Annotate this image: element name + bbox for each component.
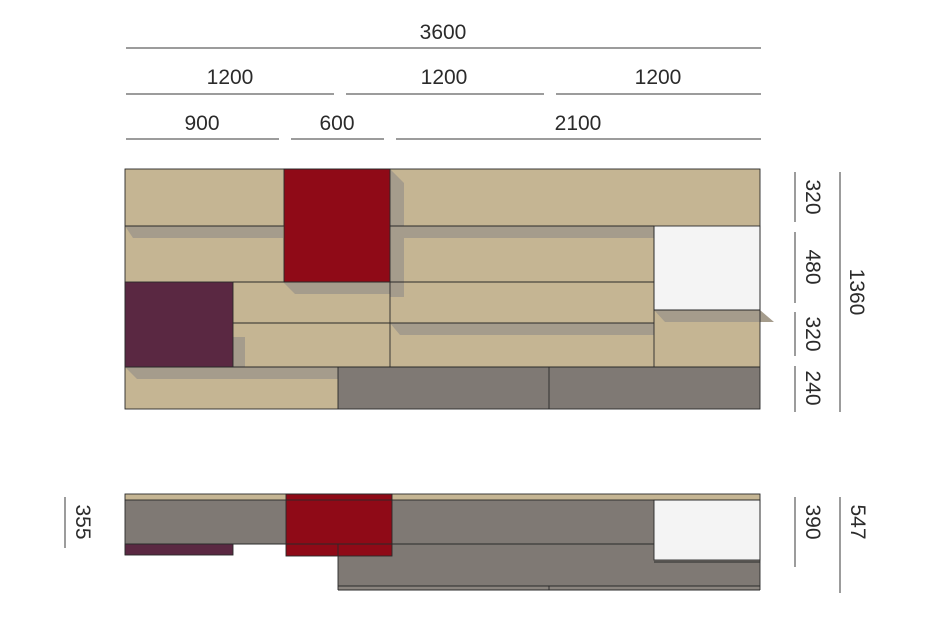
shelf-shadows <box>125 169 774 379</box>
red-box <box>284 169 390 282</box>
plan-dimensions: 355 390 547 <box>64 497 869 593</box>
dim-width-900: 900 <box>184 112 219 135</box>
dim-height-480: 480 <box>801 249 824 284</box>
dim-height-320-a: 320 <box>801 179 824 214</box>
dim-depth-390: 390 <box>801 504 824 539</box>
dim-width-1200-c: 1200 <box>635 66 682 89</box>
dim-width-600: 600 <box>319 112 354 135</box>
top-dimensions: 3600 1200 1200 1200 900 600 2100 <box>126 21 761 140</box>
dim-height-320-b: 320 <box>801 316 824 351</box>
plum-box <box>125 282 233 367</box>
plan-oak-strip <box>125 494 760 500</box>
dim-depth-547: 547 <box>846 504 869 539</box>
dim-total-height: 1360 <box>845 269 868 316</box>
front-outlines <box>124 168 761 410</box>
plan-plum-box <box>125 544 233 555</box>
plan-view <box>124 493 761 591</box>
dim-width-2100: 2100 <box>555 112 602 135</box>
dim-total-width: 3600 <box>420 21 467 44</box>
dim-height-240: 240 <box>801 370 824 405</box>
plan-red-box <box>286 494 392 556</box>
dim-width-1200-b: 1200 <box>421 66 468 89</box>
front-elevation <box>124 168 774 410</box>
dim-depth-355: 355 <box>71 504 94 539</box>
white-box <box>654 226 760 310</box>
right-dimensions: 320 480 320 240 1360 <box>794 172 868 412</box>
plan-white-box <box>654 500 760 560</box>
grey-base-drawer-1 <box>338 367 549 409</box>
grey-base-drawer-2 <box>549 367 760 409</box>
plan-outlines <box>124 493 761 591</box>
dim-width-1200-a: 1200 <box>207 66 254 89</box>
